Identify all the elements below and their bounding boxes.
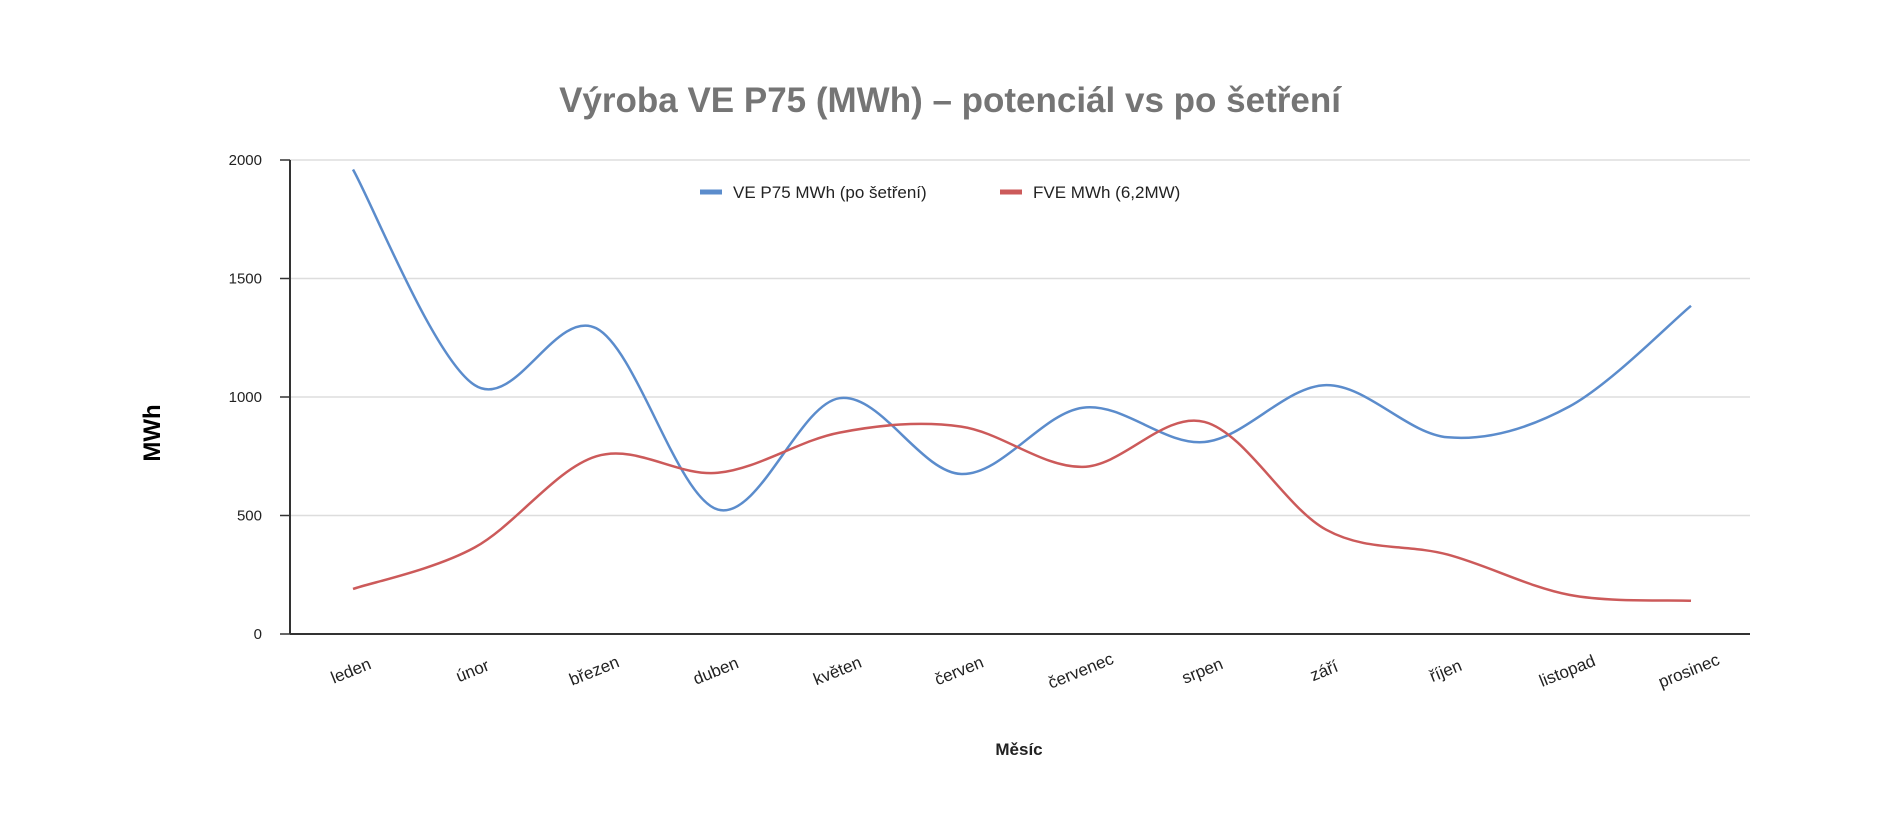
gridlines <box>290 159 1750 517</box>
x-tick-label: květen <box>811 653 865 689</box>
x-tick-label: leden <box>328 654 374 687</box>
x-axis-label: Měsíc <box>995 740 1042 759</box>
legend-label-2: FVE MWh (6,2MW) <box>1033 183 1180 202</box>
x-tick-label: prosinec <box>1656 650 1723 692</box>
legend-label-1: VE P75 MWh (po šetření) <box>733 183 927 202</box>
series-line-1 <box>351 168 1692 512</box>
x-tick-label: listopad <box>1537 651 1598 691</box>
series-line-2 <box>352 419 1692 603</box>
x-tick-label: červen <box>932 653 986 690</box>
y-tick-label: 1000 <box>229 389 262 406</box>
y-axis-ticks: 0 500 1000 1500 2000 <box>229 152 290 643</box>
x-tick-label: duben <box>690 653 741 688</box>
y-tick-label: 2000 <box>229 152 262 169</box>
x-tick-label: září <box>1307 657 1341 685</box>
x-tick-label: říjen <box>1427 656 1465 686</box>
x-axis-ticks: leden únor březen duben květen červen červenec… <box>328 649 1723 693</box>
x-tick-label: únor <box>453 656 492 686</box>
x-tick-label: březen <box>567 652 622 689</box>
y-tick-label: 1500 <box>229 271 262 288</box>
y-tick-label: 0 <box>254 626 262 643</box>
y-tick-label: 500 <box>237 508 262 525</box>
series-lines <box>351 168 1692 603</box>
legend: VE P75 MWh (po šetření) FVE MWh (6,2MW) <box>700 183 1180 202</box>
x-tick-label: červenec <box>1045 649 1117 693</box>
y-axis-label: MWh <box>139 404 166 461</box>
x-tick-label: srpen <box>1179 654 1226 688</box>
chart-title: Výroba VE P75 (MWh) – potenciál vs po še… <box>559 81 1342 120</box>
